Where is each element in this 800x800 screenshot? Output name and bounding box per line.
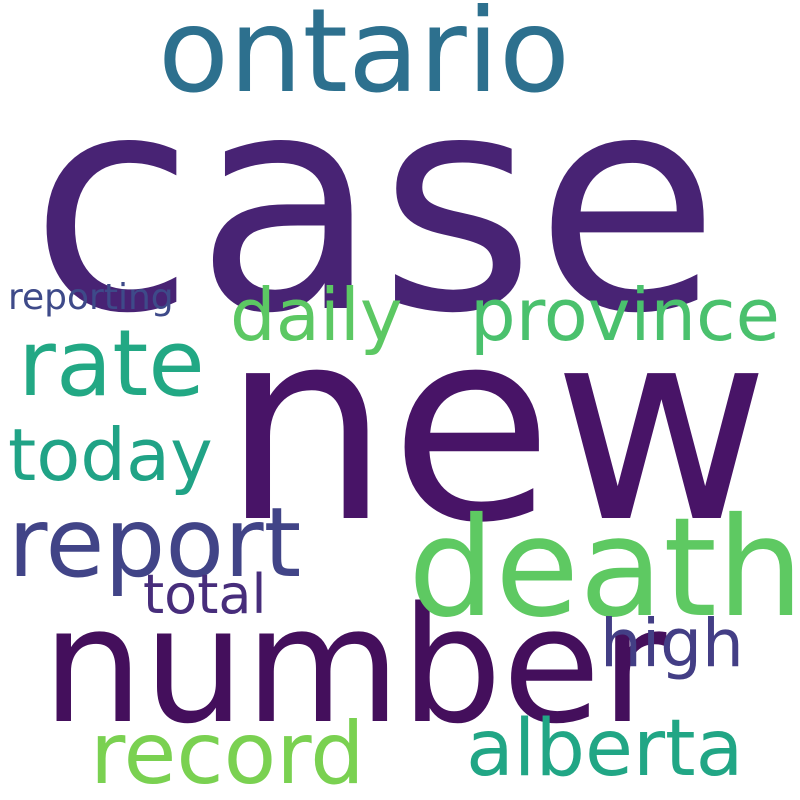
- word-case: case: [30, 30, 720, 379]
- word-new: new: [222, 273, 770, 581]
- word-death: death: [408, 489, 800, 648]
- word-report: report: [8, 487, 302, 599]
- word-total: total: [143, 563, 267, 626]
- word-record: record: [90, 704, 365, 800]
- word-daily: daily: [230, 273, 403, 357]
- word-today: today: [8, 413, 213, 497]
- word-reporting: reporting: [8, 277, 174, 318]
- word-alberta: alberta: [466, 704, 744, 794]
- word-ontario: ontario: [158, 0, 570, 119]
- word-number: number: [42, 572, 667, 759]
- word-province: province: [470, 273, 780, 357]
- word-rate: rate: [18, 310, 205, 417]
- word-high: high: [600, 605, 744, 682]
